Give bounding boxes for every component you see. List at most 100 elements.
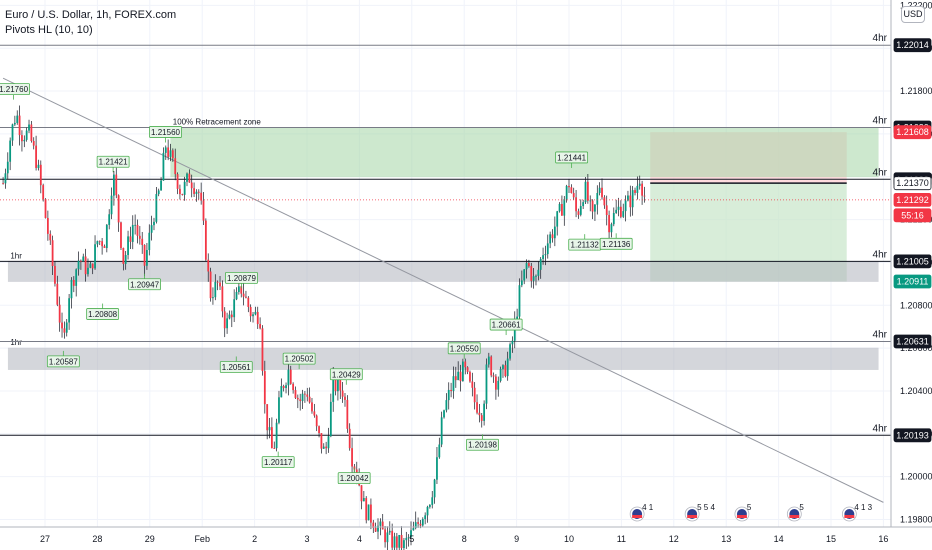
candle-body[interactable] xyxy=(122,247,125,264)
candle-body[interactable] xyxy=(120,222,122,248)
candle-body[interactable] xyxy=(322,446,325,449)
candle-body[interactable] xyxy=(471,381,474,388)
pivot-label-box[interactable] xyxy=(149,126,182,138)
candle-body[interactable] xyxy=(54,265,56,284)
candle-body[interactable] xyxy=(327,436,330,449)
candle-body[interactable] xyxy=(596,192,599,205)
candle-body[interactable] xyxy=(572,193,575,198)
candle-body[interactable] xyxy=(431,497,434,505)
candle-body[interactable] xyxy=(490,356,493,376)
candle-body[interactable] xyxy=(391,530,394,548)
candle-body[interactable] xyxy=(520,280,523,286)
candle-body[interactable] xyxy=(318,426,320,434)
candle-body[interactable] xyxy=(230,314,233,318)
candle-body[interactable] xyxy=(249,306,252,317)
candle-body[interactable] xyxy=(9,140,12,162)
candle-body[interactable] xyxy=(6,161,9,174)
candle-body[interactable] xyxy=(195,191,198,194)
candle-body[interactable] xyxy=(280,386,283,398)
candle-body[interactable] xyxy=(443,410,445,418)
candle-body[interactable] xyxy=(589,200,592,202)
candle-body[interactable] xyxy=(532,276,535,281)
candle-body[interactable] xyxy=(51,240,54,266)
candle-body[interactable] xyxy=(539,259,542,270)
candle-body[interactable] xyxy=(96,241,99,245)
candle-body[interactable] xyxy=(197,191,200,193)
candle-body[interactable] xyxy=(164,147,167,153)
candle-body[interactable] xyxy=(193,188,195,194)
candle-body[interactable] xyxy=(105,224,108,249)
pivot-label-box[interactable] xyxy=(219,361,253,373)
candle-body[interactable] xyxy=(75,269,78,286)
candle-body[interactable] xyxy=(631,190,634,208)
candle-body[interactable] xyxy=(511,340,514,345)
candle-body[interactable] xyxy=(504,365,507,377)
candle-body[interactable] xyxy=(101,241,104,247)
candle-body[interactable] xyxy=(615,209,618,213)
candle-body[interactable] xyxy=(419,523,422,526)
candle-body[interactable] xyxy=(476,402,478,413)
candle-body[interactable] xyxy=(200,192,203,201)
candle-body[interactable] xyxy=(141,238,144,246)
pivot-label-box[interactable] xyxy=(282,352,316,365)
candle-body[interactable] xyxy=(584,181,587,203)
candle-body[interactable] xyxy=(386,532,389,543)
candle-body[interactable] xyxy=(254,311,257,315)
candle-body[interactable] xyxy=(174,158,177,175)
candle-body[interactable] xyxy=(30,124,33,141)
candle-body[interactable] xyxy=(65,322,68,333)
candle-body[interactable] xyxy=(612,212,615,225)
candle-body[interactable] xyxy=(289,369,292,384)
candle-body[interactable] xyxy=(237,286,240,292)
candle-body[interactable] xyxy=(150,225,153,233)
candle-body[interactable] xyxy=(558,204,561,212)
candle-body[interactable] xyxy=(410,530,412,538)
candle-body[interactable] xyxy=(169,150,172,157)
candle-body[interactable] xyxy=(544,254,547,256)
candle-body[interactable] xyxy=(89,263,92,268)
candle-body[interactable] xyxy=(582,202,585,207)
candle-body[interactable] xyxy=(426,506,429,516)
candle-body[interactable] xyxy=(433,479,436,498)
candle-body[interactable] xyxy=(509,344,511,359)
candle-body[interactable] xyxy=(332,375,335,402)
candle-body[interactable] xyxy=(601,187,603,198)
pivot-label-box[interactable] xyxy=(0,83,30,96)
candle-body[interactable] xyxy=(2,183,4,184)
candle-body[interactable] xyxy=(530,266,533,281)
pivot-label-box[interactable] xyxy=(225,271,258,284)
candle-body[interactable] xyxy=(492,375,495,377)
candle-body[interactable] xyxy=(370,504,372,523)
candle-body[interactable] xyxy=(207,259,210,272)
candle-body[interactable] xyxy=(143,245,146,266)
candle-body[interactable] xyxy=(627,195,629,201)
candle-body[interactable] xyxy=(610,224,613,233)
candle-body[interactable] xyxy=(518,285,521,317)
pivot-label-box[interactable] xyxy=(46,355,80,368)
candle-body[interactable] xyxy=(516,316,519,320)
candle-body[interactable] xyxy=(233,299,236,318)
candle-body[interactable] xyxy=(214,281,217,298)
candle-body[interactable] xyxy=(556,211,559,227)
candle-body[interactable] xyxy=(563,199,566,216)
candle-body[interactable] xyxy=(155,194,158,222)
candle-body[interactable] xyxy=(110,195,113,215)
candle-body[interactable] xyxy=(32,140,35,146)
candle-body[interactable] xyxy=(313,411,316,416)
candle-body[interactable] xyxy=(568,185,570,188)
candle-body[interactable] xyxy=(136,224,139,236)
candle-body[interactable] xyxy=(285,385,287,389)
candle-body[interactable] xyxy=(42,185,45,200)
candle-body[interactable] xyxy=(202,200,205,221)
candle-body[interactable] xyxy=(528,263,530,267)
candle-body[interactable] xyxy=(629,195,632,208)
candle-body[interactable] xyxy=(294,390,297,398)
candle-body[interactable] xyxy=(131,224,134,242)
candle-body[interactable] xyxy=(268,427,271,431)
candle-body[interactable] xyxy=(287,369,290,386)
candle-body[interactable] xyxy=(608,215,610,233)
candle-body[interactable] xyxy=(537,269,540,276)
candle-body[interactable] xyxy=(124,255,127,264)
candle-body[interactable] xyxy=(570,187,573,194)
candle-body[interactable] xyxy=(542,255,544,260)
